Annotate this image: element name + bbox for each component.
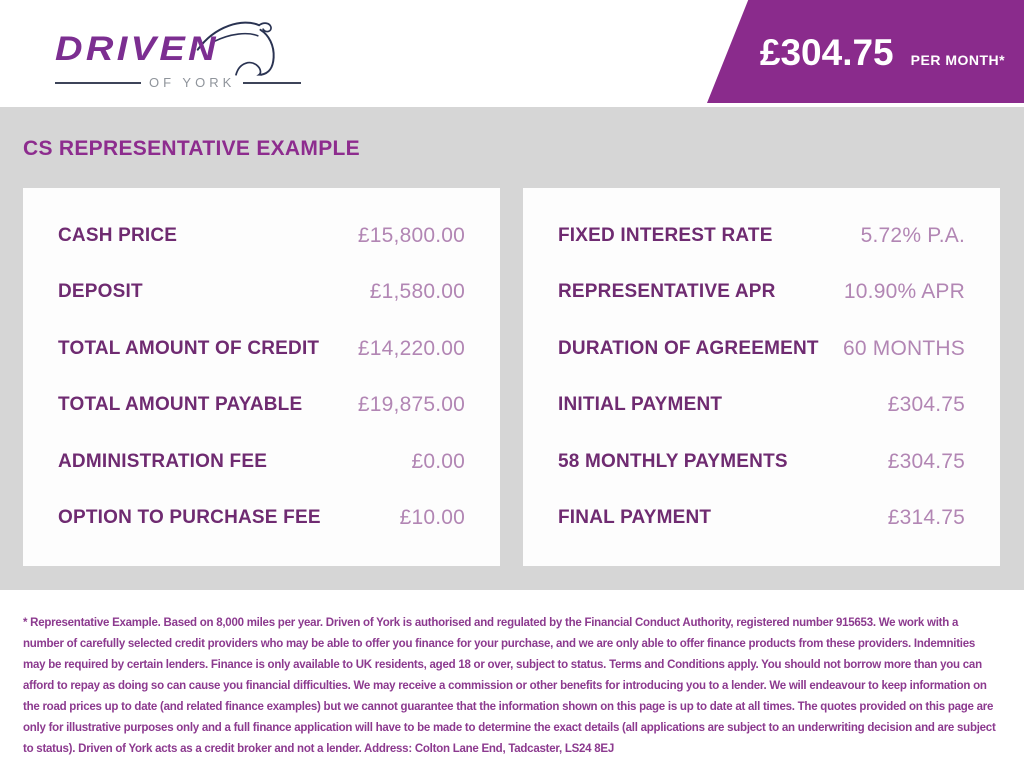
finance-value: £0.00 bbox=[411, 449, 465, 473]
finance-value: £304.75 bbox=[887, 393, 965, 417]
finance-label: OPTION TO PURCHASE FEE bbox=[58, 506, 321, 528]
finance-value: £304.75 bbox=[887, 449, 965, 473]
table-row: TOTAL AMOUNT OF CREDIT £14,220.00 bbox=[58, 337, 465, 361]
finance-label: REPRESENTATIVE APR bbox=[558, 281, 776, 303]
finance-label: INITIAL PAYMENT bbox=[558, 394, 723, 416]
monthly-price: £304.75 bbox=[759, 32, 894, 73]
finance-label: DEPOSIT bbox=[58, 281, 143, 303]
finance-value: £14,220.00 bbox=[357, 336, 465, 360]
finance-value: £15,800.00 bbox=[357, 224, 465, 247]
divider-line-left bbox=[55, 81, 141, 84]
finance-value: £1,580.00 bbox=[369, 280, 465, 304]
finance-card-right: FIXED INTEREST RATE 5.72% P.A. REPRESENT… bbox=[523, 188, 1000, 566]
table-row: 58 MONTHLY PAYMENTS £304.75 bbox=[558, 450, 965, 474]
table-row: FINAL PAYMENT £314.75 bbox=[558, 506, 965, 530]
header: DRIVEN OF YORK £304.75 PER MONTH* bbox=[0, 0, 1024, 107]
price-banner: £304.75 PER MONTH* bbox=[707, 0, 1024, 103]
finance-label: ADMINISTRATION FEE bbox=[58, 450, 268, 472]
finance-label: CASH PRICE bbox=[58, 225, 178, 246]
table-row: INITIAL PAYMENT £304.75 bbox=[558, 393, 965, 417]
car-outline-icon bbox=[197, 21, 276, 76]
table-row: REPRESENTATIVE APR 10.90% APR bbox=[558, 280, 965, 304]
finance-value: £10.00 bbox=[399, 505, 465, 529]
finance-card-left: CASH PRICE £15,800.00 DEPOSIT £1,580.00 … bbox=[23, 188, 500, 566]
price-period: PER MONTH* bbox=[910, 52, 1006, 68]
table-row: TOTAL AMOUNT PAYABLE £19,875.00 bbox=[58, 393, 465, 417]
finance-value: 10.90% APR bbox=[843, 280, 965, 304]
brand-name: DRIVEN bbox=[55, 30, 220, 68]
finance-value: £314.75 bbox=[887, 505, 965, 529]
finance-label: DURATION OF AGREEMENT bbox=[558, 337, 819, 359]
finance-label: TOTAL AMOUNT PAYABLE bbox=[58, 394, 303, 416]
table-row: ADMINISTRATION FEE £0.00 bbox=[58, 450, 465, 474]
disclaimer-text: * Representative Example. Based on 8,000… bbox=[23, 617, 996, 755]
finance-label: 58 MONTHLY PAYMENTS bbox=[558, 450, 788, 472]
table-row: DURATION OF AGREEMENT 60 MONTHS bbox=[558, 337, 965, 361]
brand-tagline-row: OF YORK bbox=[55, 75, 305, 90]
finance-label: TOTAL AMOUNT OF CREDIT bbox=[58, 337, 320, 359]
table-row: FIXED INTEREST RATE 5.72% P.A. bbox=[558, 224, 965, 248]
divider-line-right bbox=[243, 81, 302, 84]
finance-section: CS REPRESENTATIVE EXAMPLE CASH PRICE £15… bbox=[0, 107, 1024, 590]
table-row: OPTION TO PURCHASE FEE £10.00 bbox=[58, 506, 465, 530]
table-row: DEPOSIT £1,580.00 bbox=[58, 280, 465, 304]
brand-logo[interactable]: DRIVEN OF YORK bbox=[55, 14, 305, 90]
footer: * Representative Example. Based on 8,000… bbox=[0, 590, 1024, 768]
finance-cards: CASH PRICE £15,800.00 DEPOSIT £1,580.00 … bbox=[23, 188, 1000, 566]
finance-value: 60 MONTHS bbox=[843, 336, 965, 360]
page-title: CS REPRESENTATIVE EXAMPLE bbox=[23, 137, 360, 160]
brand-tagline: OF YORK bbox=[149, 75, 236, 90]
table-row: CASH PRICE £15,800.00 bbox=[58, 224, 465, 248]
finance-value: 5.72% P.A. bbox=[860, 224, 965, 247]
brand-logo-top: DRIVEN bbox=[55, 14, 305, 76]
finance-label: FIXED INTEREST RATE bbox=[558, 225, 773, 246]
finance-value: £19,875.00 bbox=[357, 393, 465, 417]
finance-label: FINAL PAYMENT bbox=[558, 506, 712, 528]
